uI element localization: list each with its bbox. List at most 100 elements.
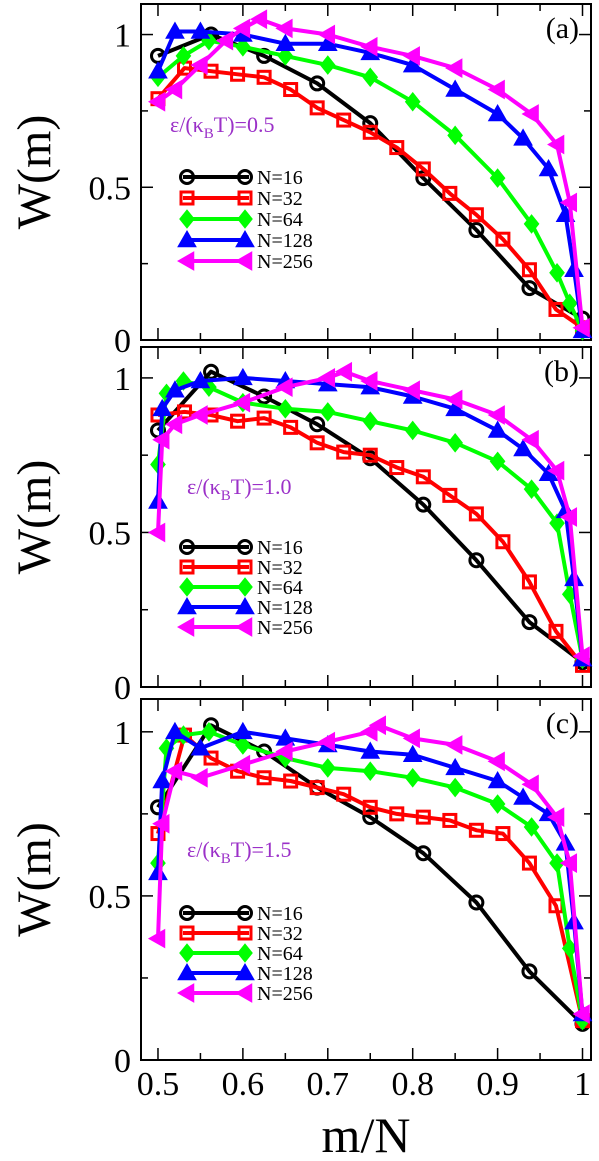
- legend-marker: [179, 209, 195, 229]
- legend-label: N=256: [257, 617, 313, 639]
- epsilon-annotation: ε/(κBT)=1.5: [187, 837, 291, 867]
- panel-label: (b): [544, 355, 579, 388]
- data-point: [447, 433, 463, 453]
- data-point: [362, 67, 379, 88]
- series-line: [156, 369, 585, 657]
- legend-marker: [176, 251, 195, 271]
- data-point: [559, 192, 578, 213]
- legend-marker: [177, 229, 197, 248]
- data-point: [360, 741, 381, 759]
- panel-label: (a): [546, 12, 579, 45]
- legend-marker: [237, 925, 253, 941]
- y-axis-label: W(m): [8, 115, 61, 230]
- series-n-128: [148, 21, 593, 339]
- data-point: [521, 574, 537, 590]
- data-point: [495, 534, 511, 550]
- legend-entry: N=256: [176, 251, 313, 273]
- data-point: [495, 231, 511, 247]
- data-point: [190, 370, 211, 389]
- data-point: [362, 761, 379, 782]
- data-point: [215, 30, 234, 51]
- data-point: [559, 853, 578, 873]
- data-point: [362, 447, 378, 463]
- data-point: [559, 507, 578, 527]
- data-point: [561, 293, 578, 314]
- data-point: [309, 75, 326, 92]
- data-point: [521, 963, 538, 980]
- panel-3: 0 0.5 1 W(m) (c) ε/(κBT)=1.5 N=16N=32N=64N=128…: [8, 698, 593, 1080]
- data-point: [521, 280, 538, 297]
- data-point: [402, 744, 423, 763]
- series-line: [156, 729, 585, 1015]
- data-point: [513, 128, 533, 146]
- series-line: [156, 17, 585, 329]
- data-point: [190, 55, 208, 75]
- data-point: [362, 115, 379, 132]
- legend-entry: N=16: [179, 167, 303, 189]
- data-point: [277, 399, 294, 419]
- data-point: [445, 79, 466, 97]
- y-tick-label: 1: [114, 715, 131, 752]
- legend-marker: [237, 539, 253, 555]
- legend-label: N=128: [257, 230, 313, 252]
- annotation-text: ε/(κ: [187, 837, 221, 862]
- legend-label: N=16: [257, 903, 303, 925]
- legend-entry: N=16: [179, 903, 303, 925]
- legend-label: N=128: [257, 597, 313, 619]
- data-point: [521, 614, 538, 631]
- data-point: [487, 79, 505, 100]
- data-point: [487, 771, 508, 789]
- data-point: [165, 21, 185, 39]
- data-point: [283, 419, 299, 435]
- legend-label: N=16: [257, 537, 303, 559]
- data-point: [368, 715, 386, 736]
- panel-label: (c): [546, 707, 579, 740]
- legend-marker: [237, 169, 253, 185]
- legend-marker: [179, 190, 195, 206]
- legend-entry: N=128: [177, 596, 313, 619]
- data-point: [233, 367, 253, 386]
- x-tick-label: 0.6: [222, 1066, 265, 1103]
- legend-marker: [179, 559, 195, 575]
- legend-entry: N=64: [179, 209, 303, 231]
- data-point: [402, 380, 420, 401]
- legend-label: N=64: [257, 577, 303, 599]
- data-point: [319, 758, 336, 778]
- data-point: [548, 623, 564, 639]
- data-point: [487, 103, 508, 122]
- data-point: [468, 552, 485, 569]
- data-point: [547, 807, 565, 828]
- data-point: [468, 222, 485, 239]
- data-point: [148, 862, 168, 881]
- data-point: [415, 469, 431, 485]
- data-point: [521, 104, 539, 124]
- legend-entry: N=64: [179, 577, 303, 599]
- data-point: [309, 100, 325, 116]
- data-point: [360, 371, 378, 391]
- data-point: [275, 18, 293, 39]
- annotation-text: T)=0.5: [214, 112, 275, 137]
- x-tick-label: 0.8: [391, 1066, 434, 1103]
- data-point: [164, 79, 183, 100]
- y-tick-label: 0: [114, 670, 131, 707]
- data-point: [445, 735, 463, 755]
- data-point: [445, 757, 466, 776]
- data-point: [415, 161, 431, 177]
- plot-frame: [140, 698, 592, 1061]
- data-point: [495, 826, 511, 842]
- x-tick-label: 1: [574, 1066, 591, 1103]
- data-point: [334, 361, 353, 382]
- data-point: [275, 33, 296, 51]
- data-point: [165, 380, 185, 398]
- data-point: [235, 36, 251, 57]
- data-point: [230, 66, 246, 82]
- data-point: [521, 262, 537, 278]
- series-n-256: [147, 361, 590, 666]
- plot-frame: [140, 3, 592, 341]
- data-point: [468, 207, 484, 223]
- data-point: [402, 46, 420, 66]
- data-point: [447, 777, 463, 798]
- data-point: [164, 414, 183, 435]
- legend-marker: [237, 577, 253, 597]
- panel-2: 0 0.5 1 W(m) (b) ε/(κBT)=1.0 N=16N=32N=64N=128…: [8, 346, 593, 707]
